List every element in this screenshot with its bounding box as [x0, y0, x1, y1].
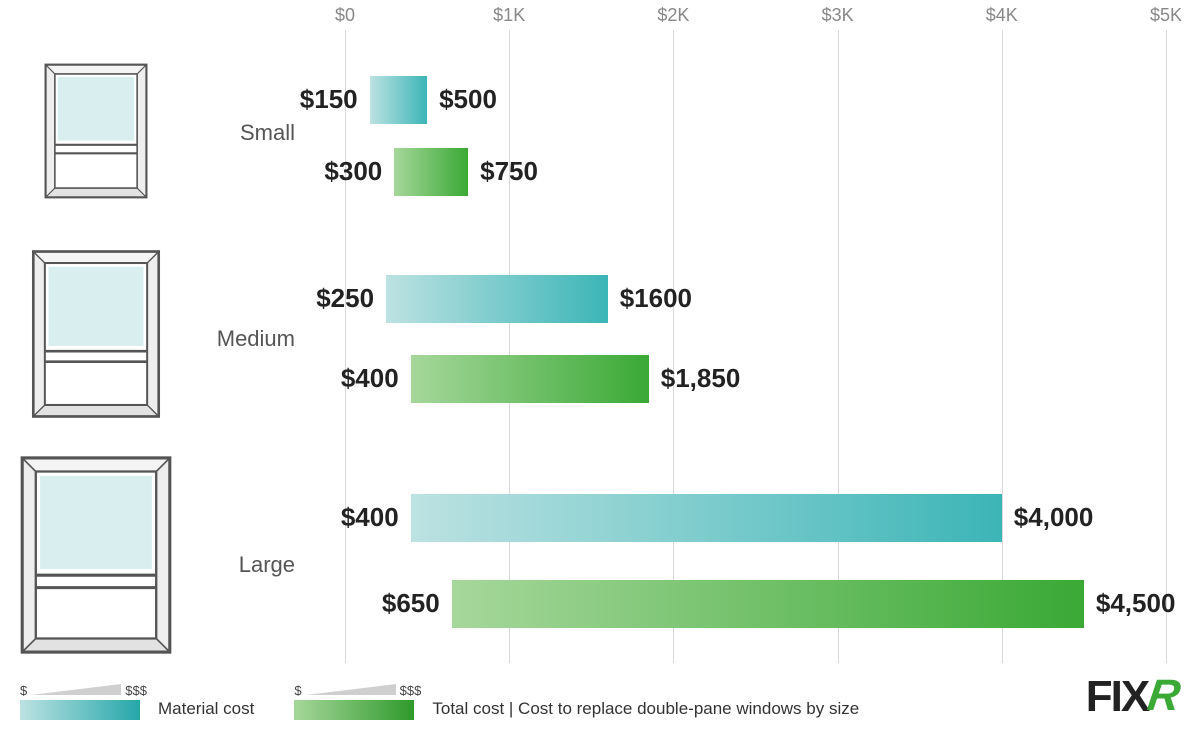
- legend: $ $$$ Material cost $ $$$ Total cost | C…: [20, 670, 1180, 720]
- material-bar-large: [411, 494, 1002, 542]
- size-label-large: Large: [180, 552, 295, 578]
- legend-total-label: Total cost | Cost to replace double-pane…: [432, 699, 859, 720]
- gridline: [345, 30, 346, 663]
- total-high-label: $750: [468, 156, 538, 187]
- material-low-label: $150: [300, 84, 370, 115]
- material-high-label: $1600: [608, 283, 692, 314]
- material-bar-medium: [386, 275, 608, 323]
- gridline: [838, 30, 839, 663]
- total-high-label: $1,850: [649, 363, 741, 394]
- axis-tick-label: $3K: [822, 5, 854, 26]
- legend-low-symbol: $: [294, 683, 301, 698]
- gridline: [1166, 30, 1167, 663]
- material-low-label: $250: [316, 283, 386, 314]
- legend-swatch-teal: [20, 700, 140, 720]
- total-bar-medium: [411, 355, 649, 403]
- total-bar-small: [394, 148, 468, 196]
- size-label-medium: Medium: [180, 326, 295, 352]
- axis-tick-label: $1K: [493, 5, 525, 26]
- wedge-icon: [31, 684, 121, 695]
- legend-swatch-green: [294, 700, 414, 720]
- total-high-label: $4,500: [1084, 588, 1176, 619]
- fixr-logo: FIXR: [1086, 672, 1178, 722]
- material-high-label: $500: [427, 84, 497, 115]
- axis-tick-label: $0: [335, 5, 355, 26]
- legend-material: $ $$$: [20, 683, 140, 720]
- material-bar-small: [370, 76, 427, 124]
- legend-low-symbol: $: [20, 683, 27, 698]
- legend-material-label: Material cost: [158, 699, 254, 720]
- legend-high-symbol: $$$: [125, 683, 147, 698]
- window-icon-large: [18, 454, 174, 661]
- total-low-label: $650: [382, 588, 452, 619]
- window-icon-medium: [30, 248, 162, 425]
- window-cost-chart: $0$1K$2K$3K$4K$5K Small$150$500$300$750 …: [0, 0, 1200, 738]
- gridline: [1002, 30, 1003, 663]
- logo-r: R: [1145, 671, 1182, 721]
- window-icon-svg: [30, 248, 162, 420]
- window-icon-small: [40, 62, 152, 205]
- axis-tick-label: $2K: [657, 5, 689, 26]
- wedge-icon: [306, 684, 396, 695]
- window-icon-svg: [18, 454, 174, 656]
- legend-high-symbol: $$$: [400, 683, 422, 698]
- total-low-label: $300: [324, 156, 394, 187]
- axis-tick-label: $5K: [1150, 5, 1182, 26]
- material-low-label: $400: [341, 502, 411, 533]
- gridline: [673, 30, 674, 663]
- gridline: [509, 30, 510, 663]
- legend-total: $ $$$: [294, 683, 414, 720]
- material-high-label: $4,000: [1002, 502, 1094, 533]
- logo-fix: FIX: [1086, 672, 1148, 722]
- size-label-small: Small: [180, 120, 295, 146]
- window-icon-svg: [40, 62, 152, 200]
- total-low-label: $400: [341, 363, 411, 394]
- total-bar-large: [452, 580, 1084, 628]
- axis-tick-label: $4K: [986, 5, 1018, 26]
